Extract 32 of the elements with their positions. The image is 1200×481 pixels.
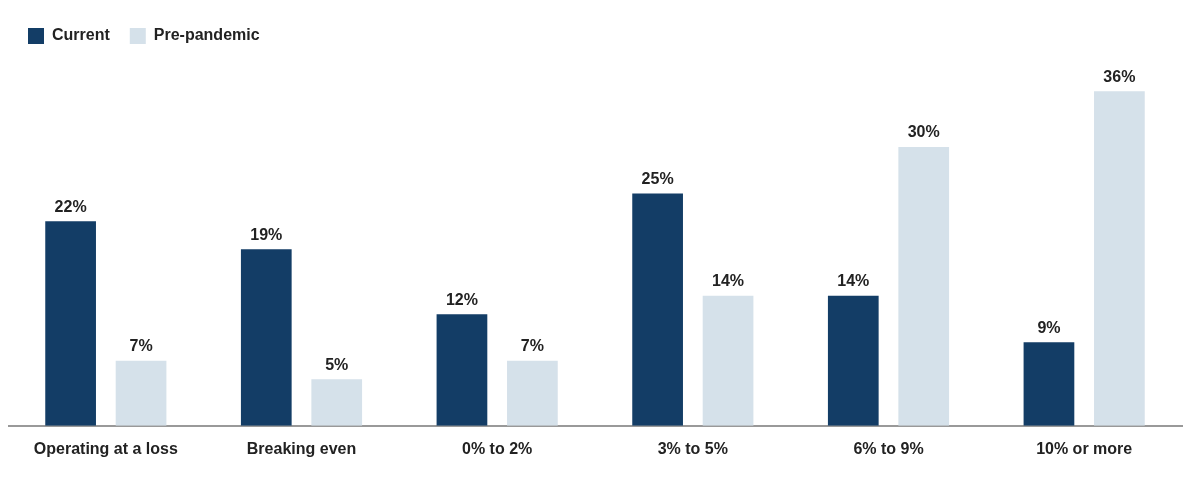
bar	[632, 193, 683, 426]
bar	[1094, 91, 1145, 426]
bar	[1023, 342, 1075, 426]
data-label: 5%	[325, 355, 349, 373]
data-label: 7%	[520, 337, 544, 355]
x-tick-label: 3% to 5%	[657, 439, 728, 457]
data-label: 22%	[54, 197, 87, 215]
data-label: 19%	[250, 225, 283, 243]
bar	[115, 360, 167, 426]
bar	[702, 295, 754, 426]
bar	[240, 249, 292, 426]
bar	[45, 221, 96, 426]
x-tick-label: 0% to 2%	[462, 439, 533, 457]
bar	[507, 360, 558, 426]
legend-label: Pre-pandemic	[153, 26, 260, 44]
x-tick-label: Operating at a loss	[33, 439, 178, 457]
x-tick-label: Breaking even	[246, 439, 357, 457]
legend-label: Current	[52, 26, 111, 44]
x-tick-label: 10% or more	[1036, 439, 1133, 457]
bar	[436, 314, 488, 426]
x-tick-label: 6% to 9%	[853, 439, 924, 457]
data-label: 36%	[1103, 67, 1136, 85]
bar	[898, 146, 950, 426]
data-label: 14%	[712, 272, 745, 290]
data-label: 12%	[445, 290, 478, 308]
data-label: 14%	[837, 272, 870, 290]
bar	[827, 295, 879, 426]
bar	[311, 379, 363, 426]
data-label: 30%	[907, 123, 940, 141]
data-label: 25%	[641, 169, 674, 187]
data-label: 7%	[129, 337, 153, 355]
data-label: 9%	[1037, 318, 1061, 336]
